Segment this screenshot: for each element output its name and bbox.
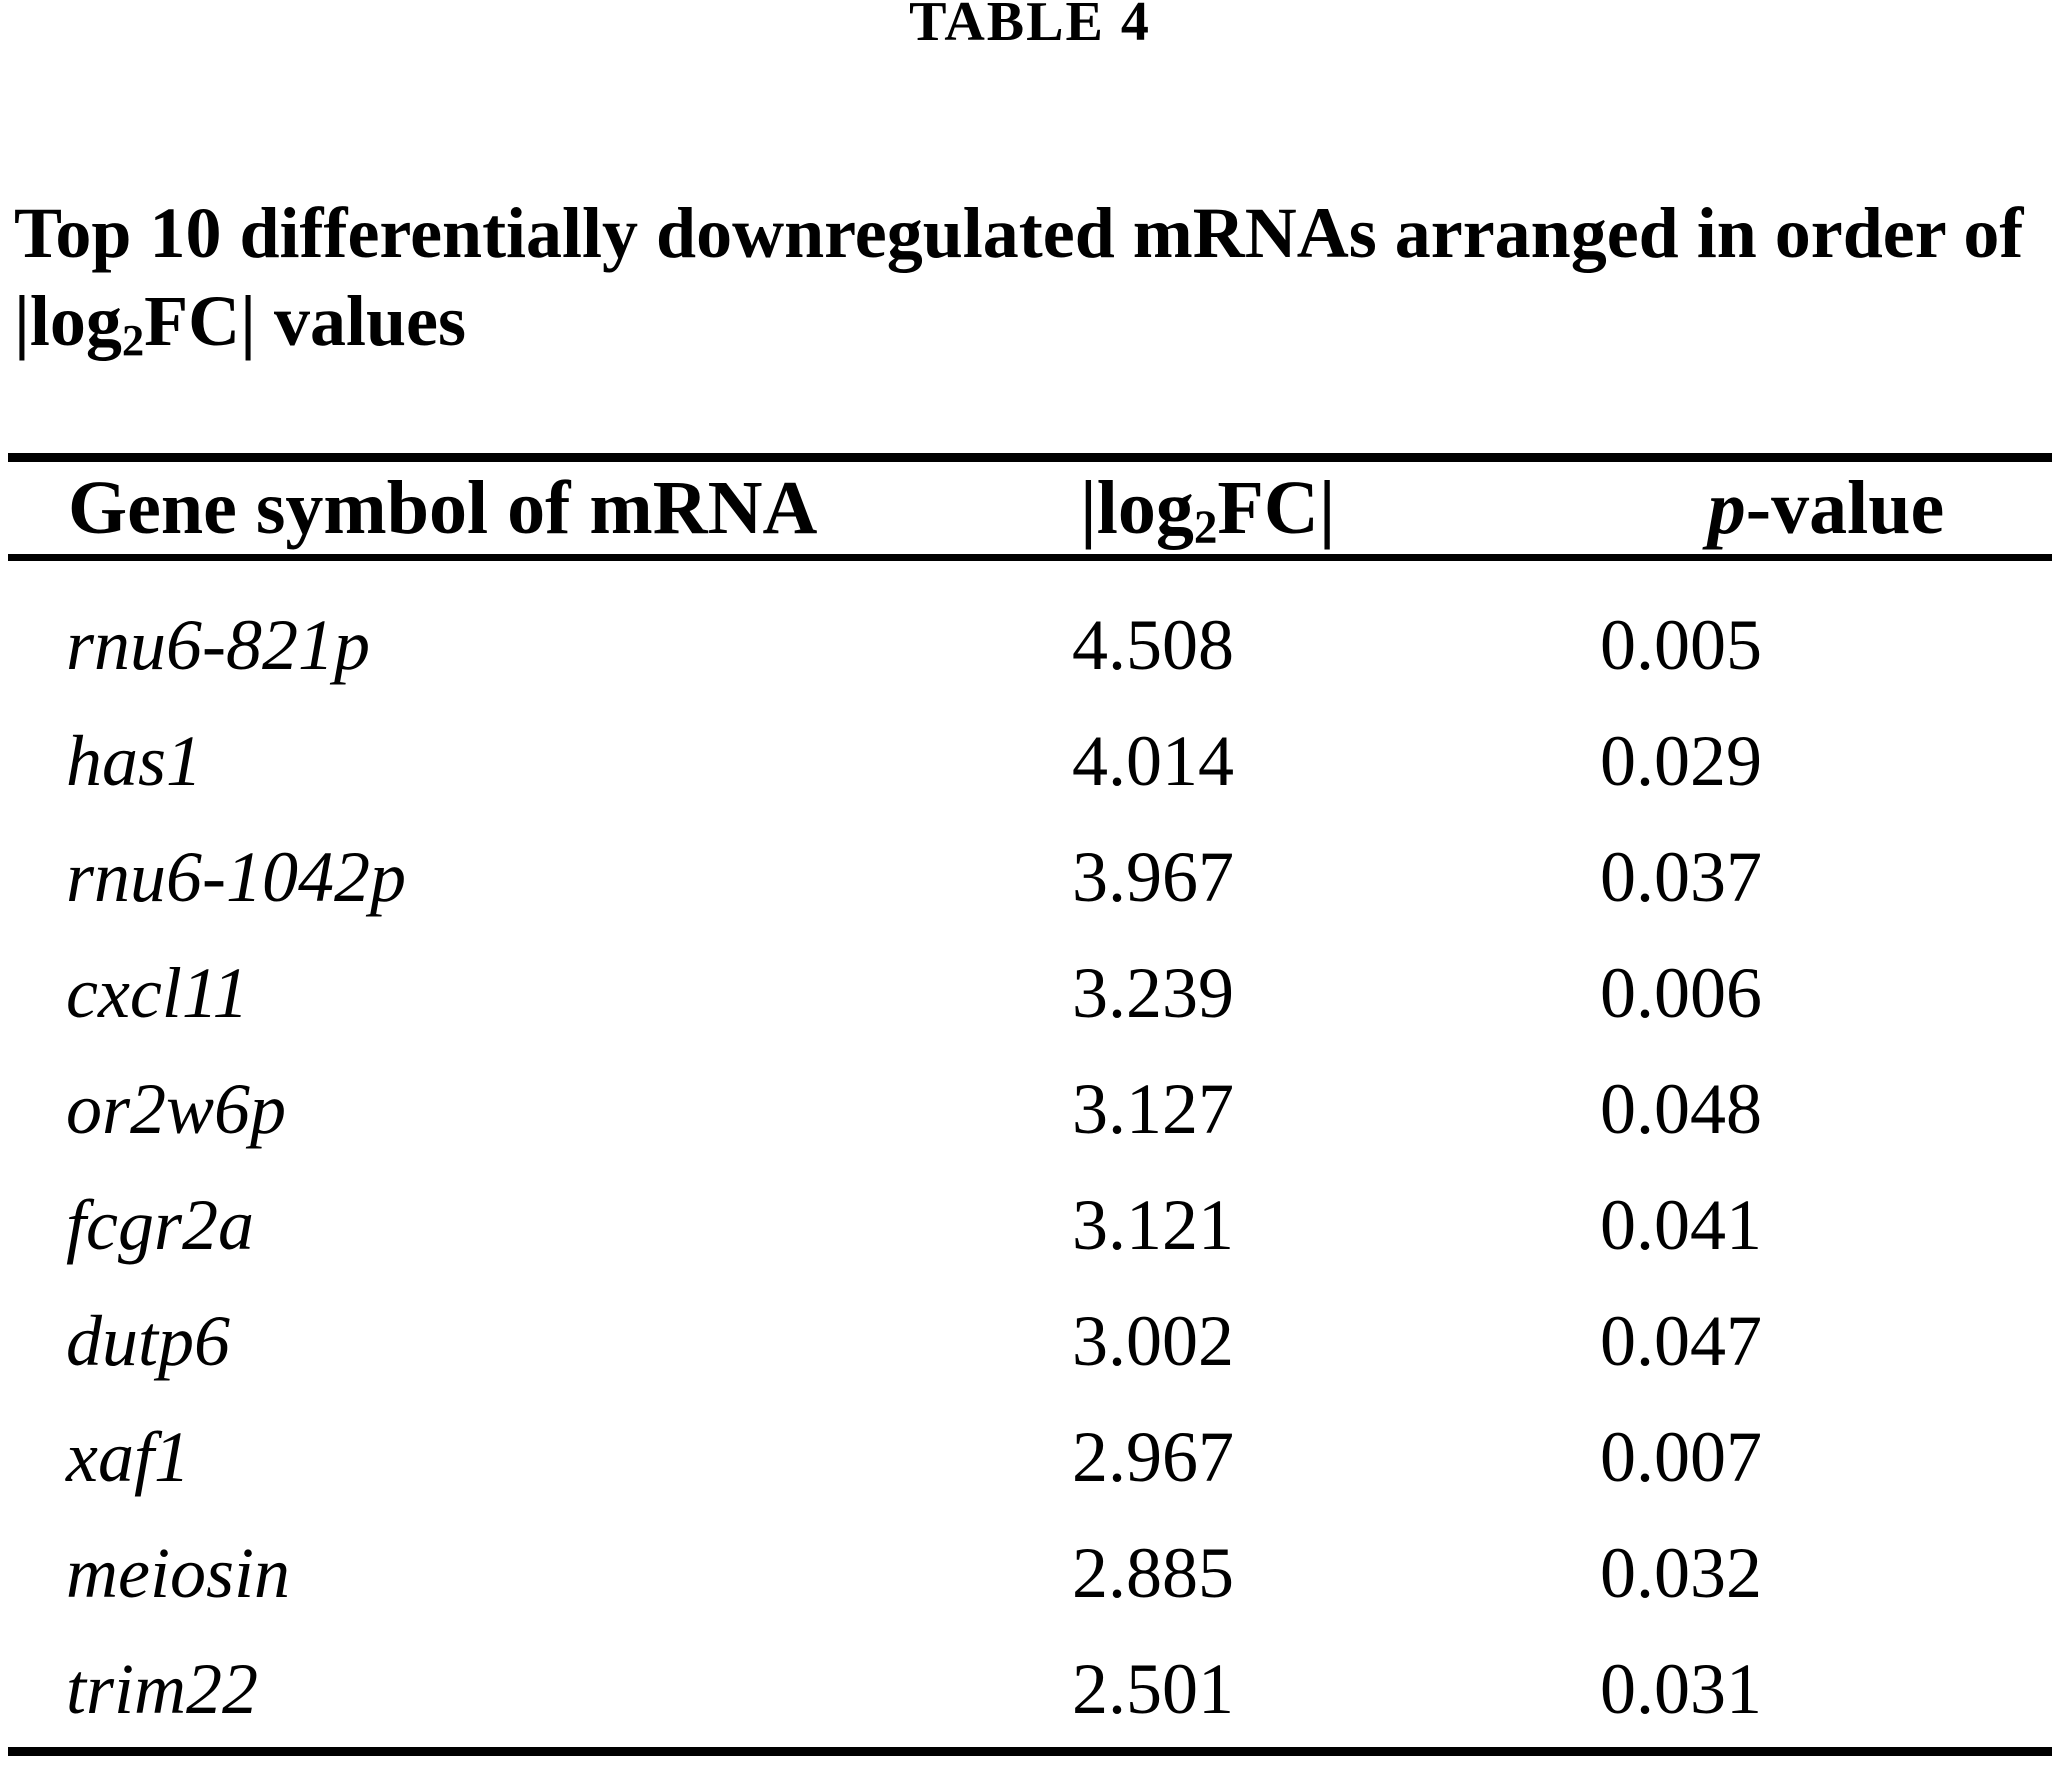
pvalue-cell: 0.007 [1600, 1416, 1762, 1497]
table-row: xaf1 2.967 0.007 [8, 1399, 2052, 1515]
gene-cell: meiosin [66, 1532, 290, 1613]
pvalue-cell: 0.005 [1600, 604, 1762, 685]
gene-cell: fcgr2a [66, 1184, 254, 1265]
gene-cell: dutp6 [66, 1300, 231, 1381]
table-bottom-rule [8, 1747, 2052, 1756]
table-header-rule [8, 554, 2052, 561]
table-top-rule [8, 453, 2052, 462]
gene-cell: rnu6-1042p [66, 836, 406, 917]
logfc-cell: 3.239 [1072, 952, 1234, 1033]
logfc-cell: 2.501 [1072, 1648, 1234, 1729]
pvalue-cell: 0.032 [1600, 1532, 1762, 1613]
logfc-cell: 3.127 [1072, 1068, 1234, 1149]
log2-subscript: 2 [1193, 501, 1218, 554]
column-header-log2fc: |log2FC| [1080, 465, 1336, 554]
table-row: meiosin 2.885 0.032 [8, 1515, 2052, 1631]
caption-line-1: Top 10 differentially downregulated mRNA… [14, 193, 2024, 273]
table-row: has1 4.014 0.029 [8, 703, 2052, 819]
table-row: trim22 2.501 0.031 [8, 1631, 2052, 1747]
gene-cell: or2w6p [66, 1068, 287, 1149]
gene-cell: xaf1 [66, 1416, 190, 1497]
table-row: cxcl11 3.239 0.006 [8, 935, 2052, 1051]
pvalue-cell: 0.031 [1600, 1648, 1762, 1729]
pvalue-cell: 0.037 [1600, 836, 1762, 917]
pvalue-cell: 0.047 [1600, 1300, 1762, 1381]
table-row: rnu6-1042p 3.967 0.037 [8, 819, 2052, 935]
table-caption: Top 10 differentially downregulated mRNA… [14, 189, 2054, 365]
table-header-row: Gene symbol of mRNA |log2FC| p-value [8, 462, 2052, 554]
data-table: Gene symbol of mRNA |log2FC| p-value rnu… [8, 453, 2052, 1756]
table-row: dutp6 3.002 0.047 [8, 1283, 2052, 1399]
gene-cell: rnu6-821p [66, 604, 370, 685]
caption-line-2: |log2FC| values [14, 281, 467, 365]
table-label: TABLE 4 [909, 0, 1151, 53]
logfc-cell: 2.967 [1072, 1416, 1234, 1497]
table-row: or2w6p 3.127 0.048 [8, 1051, 2052, 1167]
gene-cell: has1 [66, 720, 203, 801]
gene-cell: cxcl11 [66, 952, 249, 1033]
logfc-cell: 2.885 [1072, 1532, 1234, 1613]
logfc-cell: 3.121 [1072, 1184, 1234, 1265]
pvalue-cell: 0.029 [1600, 720, 1762, 801]
pvalue-cell: 0.048 [1600, 1068, 1762, 1149]
logfc-cell: 4.014 [1072, 720, 1234, 801]
table-row: rnu6-821p 4.508 0.005 [8, 587, 2052, 703]
pvalue-cell: 0.041 [1600, 1184, 1762, 1265]
log2-subscript: 2 [121, 314, 145, 365]
column-header-gene: Gene symbol of mRNA [68, 465, 818, 550]
column-header-pvalue: p-value [1707, 465, 1945, 550]
logfc-cell: 4.508 [1072, 604, 1234, 685]
gene-cell: trim22 [66, 1648, 259, 1729]
logfc-cell: 3.002 [1072, 1300, 1234, 1381]
table-row: fcgr2a 3.121 0.041 [8, 1167, 2052, 1283]
logfc-cell: 3.967 [1072, 836, 1234, 917]
pvalue-cell: 0.006 [1600, 952, 1762, 1033]
table-body: rnu6-821p 4.508 0.005 has1 4.014 0.029 r… [8, 561, 2052, 1747]
